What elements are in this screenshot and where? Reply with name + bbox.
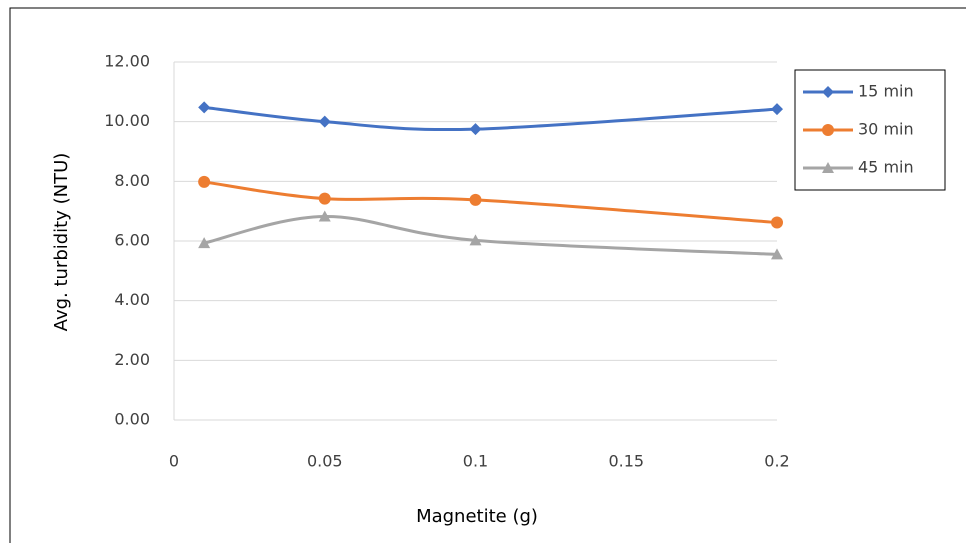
y-tick-label: 2.00	[114, 350, 150, 369]
y-tick-label: 0.00	[114, 410, 150, 429]
page: Magnetite (g) Avg. turbidity (NTU) 0.00 2…	[0, 0, 966, 543]
x-tick-label: 0.05	[307, 452, 343, 471]
legend-label: 30 min	[858, 120, 914, 139]
legend-label: 45 min	[858, 158, 914, 177]
series-line	[204, 217, 777, 255]
y-tick-label: 12.00	[104, 52, 150, 71]
x-tick-label: 0	[169, 452, 179, 471]
y-tick-label: 10.00	[104, 111, 150, 130]
series-line	[204, 182, 777, 223]
marker	[470, 123, 482, 135]
marker	[470, 194, 482, 206]
marker	[771, 217, 783, 229]
marker	[198, 176, 210, 188]
x-tick-label: 0.15	[608, 452, 644, 471]
legend-label: 15 min	[858, 82, 914, 101]
y-tick-label: 6.00	[114, 231, 150, 250]
chart: Magnetite (g) Avg. turbidity (NTU) 0.00 2…	[0, 0, 966, 543]
marker	[771, 103, 783, 115]
y-axis-title: Avg. turbidity (NTU)	[51, 153, 72, 332]
series-line	[204, 107, 777, 129]
marker	[319, 116, 331, 128]
y-tick-label: 8.00	[114, 171, 150, 190]
x-tick-label: 0.2	[764, 452, 789, 471]
y-tick-label: 4.00	[114, 290, 150, 309]
x-axis-title: Magnetite (g)	[416, 506, 538, 527]
x-tick-label: 0.1	[463, 452, 488, 471]
marker	[198, 101, 210, 113]
legend-marker	[822, 124, 834, 136]
marker	[319, 193, 331, 205]
